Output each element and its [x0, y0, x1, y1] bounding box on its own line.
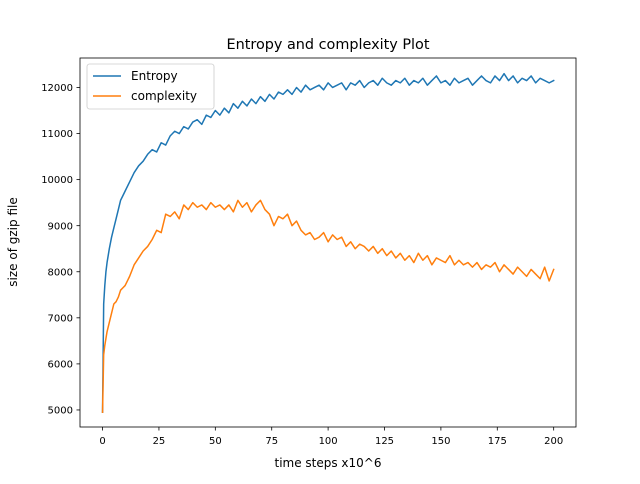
y-tick-label: 11000 [41, 129, 73, 140]
y-tick-label: 12000 [41, 83, 73, 94]
series-line-complexity [101, 199, 555, 414]
y-tick-label: 8000 [48, 267, 73, 278]
series-line-entropy [101, 72, 555, 414]
y-tick-label: 6000 [48, 359, 73, 370]
axis-ticks: 0 25 50 75 100 125 150 175 200 5000 6000 7000 8000 90… [41, 83, 563, 447]
y-tick-label: 9000 [48, 221, 73, 232]
x-tick-label: 150 [431, 436, 450, 447]
x-tick-label: 0 [99, 436, 105, 447]
x-tick-label: 75 [265, 436, 278, 447]
legend-label: complexity [131, 89, 197, 103]
y-tick-label: 10000 [41, 175, 73, 186]
x-tick-label: 25 [153, 436, 166, 447]
chart-title: Entropy and complexity Plot [227, 37, 430, 53]
legend: Entropy complexity [86, 63, 215, 110]
x-axis-label: time steps x10^6 [274, 456, 381, 470]
plot-area [79, 57, 577, 428]
x-tick-label: 125 [375, 436, 394, 447]
y-axis-label: size of gzip file [6, 197, 20, 286]
legend-label: Entropy [131, 69, 178, 83]
x-tick-label: 175 [488, 436, 507, 447]
y-tick-label: 5000 [48, 406, 73, 417]
x-tick-label: 200 [544, 436, 563, 447]
x-tick-label: 100 [319, 436, 338, 447]
x-tick-label: 50 [209, 436, 222, 447]
y-tick-label: 7000 [48, 313, 73, 324]
